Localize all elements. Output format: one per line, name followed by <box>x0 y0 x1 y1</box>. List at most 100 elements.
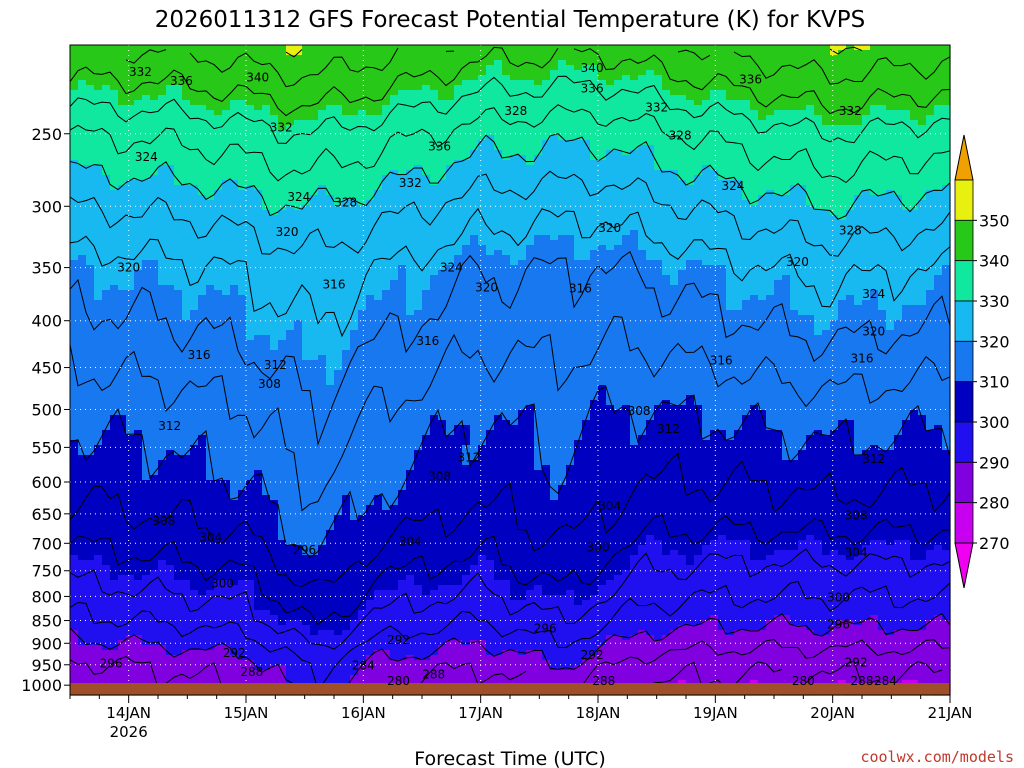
theta-cell <box>78 235 87 241</box>
theta-cell <box>430 255 439 261</box>
theta-cell <box>702 175 711 181</box>
theta-cell <box>750 215 759 221</box>
theta-cell <box>870 100 879 106</box>
theta-cell <box>302 100 311 106</box>
theta-cell <box>630 45 639 51</box>
theta-cell <box>542 205 551 211</box>
theta-cell <box>422 150 431 156</box>
theta-cell <box>814 220 823 226</box>
theta-cell <box>230 215 239 221</box>
theta-cell <box>942 80 951 86</box>
theta-cell <box>798 235 807 241</box>
theta-cell <box>686 65 695 71</box>
theta-cell <box>838 200 847 206</box>
theta-cell <box>110 245 119 251</box>
theta-cell <box>550 220 559 226</box>
theta-cell <box>454 260 463 266</box>
theta-cell <box>430 240 439 246</box>
theta-cell <box>790 145 799 151</box>
theta-cell <box>830 85 839 91</box>
theta-cell <box>750 105 759 111</box>
theta-cell <box>70 75 79 81</box>
theta-cell <box>390 200 399 206</box>
theta-cell <box>534 220 543 226</box>
theta-cell <box>486 240 495 246</box>
theta-cell <box>414 60 423 66</box>
theta-cell <box>406 255 415 261</box>
theta-cell <box>406 80 415 86</box>
theta-cell <box>334 180 343 186</box>
theta-cell <box>310 170 319 176</box>
theta-cell <box>230 150 239 156</box>
theta-cell <box>758 50 767 56</box>
theta-cell <box>694 175 703 181</box>
theta-cell <box>654 125 663 131</box>
theta-cell <box>278 185 287 191</box>
theta-cell <box>878 50 887 56</box>
theta-cell <box>742 200 751 206</box>
theta-cell <box>710 145 719 151</box>
theta-cell <box>662 170 671 176</box>
theta-cell <box>214 150 223 156</box>
theta-cell <box>566 45 575 51</box>
theta-cell <box>382 265 391 271</box>
theta-cell <box>702 125 711 131</box>
theta-cell <box>310 200 319 206</box>
theta-cell <box>350 235 359 241</box>
theta-cell <box>406 180 415 186</box>
theta-cell <box>558 195 567 201</box>
theta-cell <box>662 200 671 206</box>
theta-cell <box>598 215 607 221</box>
theta-cell <box>446 200 455 206</box>
theta-cell <box>438 75 447 81</box>
theta-cell <box>270 220 279 226</box>
theta-cell <box>134 125 143 131</box>
theta-cell <box>550 245 559 251</box>
theta-cell <box>614 80 623 86</box>
theta-cell <box>398 145 407 151</box>
theta-cell <box>470 230 479 236</box>
theta-cell <box>846 170 855 176</box>
theta-cell <box>118 75 127 81</box>
theta-cell <box>150 100 159 106</box>
theta-cell <box>470 240 479 246</box>
theta-cell <box>366 215 375 221</box>
theta-cell <box>910 220 919 226</box>
theta-cell <box>854 135 863 141</box>
theta-cell <box>846 90 855 96</box>
theta-cell <box>478 235 487 241</box>
theta-cell <box>662 210 671 216</box>
theta-cell <box>94 75 103 81</box>
theta-cell <box>374 265 383 271</box>
theta-cell <box>214 135 223 141</box>
theta-cell <box>398 195 407 201</box>
theta-cell <box>518 180 527 186</box>
theta-cell <box>374 60 383 66</box>
theta-cell <box>326 250 335 256</box>
theta-cell <box>358 255 367 261</box>
theta-cell <box>438 230 447 236</box>
theta-cell <box>158 80 167 86</box>
theta-cell <box>398 250 407 256</box>
theta-cell <box>878 115 887 121</box>
theta-cell <box>590 240 599 246</box>
theta-cell <box>94 70 103 76</box>
theta-cell <box>166 130 175 136</box>
theta-cell <box>670 110 679 116</box>
theta-cell <box>678 75 687 81</box>
theta-cell <box>894 250 903 256</box>
theta-cell <box>862 50 871 56</box>
theta-cell <box>286 125 295 131</box>
theta-cell <box>774 195 783 201</box>
theta-cell <box>902 75 911 81</box>
theta-cell <box>150 235 159 241</box>
theta-cell <box>406 55 415 61</box>
theta-cell <box>214 45 223 51</box>
theta-cell <box>662 65 671 71</box>
theta-cell <box>886 105 895 111</box>
theta-cell <box>622 95 631 101</box>
theta-cell <box>262 185 271 191</box>
theta-cell <box>198 90 207 96</box>
theta-cell <box>766 70 775 76</box>
theta-cell <box>278 115 287 121</box>
